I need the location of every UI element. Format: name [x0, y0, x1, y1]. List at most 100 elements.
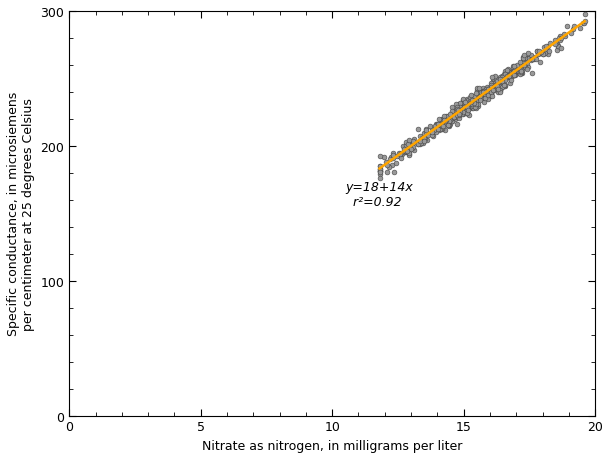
Point: [501, 75, 511, 83]
Point: [514, 65, 523, 73]
Point: [445, 112, 454, 119]
Point: [447, 118, 457, 125]
Point: [468, 102, 478, 109]
Point: [462, 110, 472, 117]
Point: [476, 91, 486, 98]
Point: [385, 157, 395, 164]
Point: [432, 126, 442, 133]
Point: [432, 121, 442, 128]
Point: [436, 126, 446, 133]
Point: [481, 87, 490, 95]
Point: [418, 140, 428, 147]
Point: [498, 75, 508, 82]
Point: [459, 104, 469, 112]
Point: [440, 118, 450, 125]
Point: [465, 94, 475, 101]
Point: [495, 78, 505, 85]
Point: [515, 71, 525, 78]
Point: [444, 121, 454, 129]
Point: [478, 85, 488, 93]
Point: [504, 73, 514, 80]
Point: [415, 141, 425, 149]
Point: [463, 106, 473, 113]
Point: [423, 132, 432, 139]
Point: [382, 169, 392, 176]
Point: [556, 37, 565, 45]
Point: [458, 100, 467, 107]
Point: [445, 121, 454, 129]
Point: [430, 123, 440, 130]
Point: [461, 101, 471, 108]
Point: [498, 77, 508, 84]
Point: [394, 153, 404, 160]
Point: [408, 140, 418, 148]
Point: [552, 47, 562, 54]
Point: [475, 93, 485, 101]
Point: [450, 116, 459, 123]
Point: [496, 77, 506, 84]
Point: [439, 118, 448, 125]
Point: [391, 160, 401, 168]
Point: [493, 89, 503, 96]
Point: [403, 141, 412, 149]
Point: [443, 117, 453, 124]
Point: [404, 137, 414, 145]
Point: [379, 154, 389, 162]
Point: [415, 134, 425, 141]
Point: [439, 122, 449, 129]
Point: [456, 106, 466, 113]
Point: [529, 56, 539, 63]
Point: [422, 138, 432, 145]
Point: [387, 162, 396, 169]
Point: [401, 142, 411, 149]
Point: [404, 149, 414, 156]
Point: [497, 73, 507, 80]
Point: [434, 125, 444, 133]
Point: [454, 112, 464, 120]
Point: [441, 117, 451, 124]
Point: [479, 88, 489, 95]
Point: [440, 118, 450, 126]
Point: [462, 101, 472, 109]
Point: [433, 124, 443, 131]
Point: [503, 71, 512, 78]
Point: [492, 78, 501, 86]
Point: [447, 105, 457, 112]
Point: [422, 129, 431, 136]
Point: [455, 110, 465, 118]
Point: [417, 140, 426, 147]
Point: [522, 61, 532, 68]
Point: [470, 105, 480, 112]
Point: [492, 86, 501, 94]
Point: [514, 64, 524, 72]
Point: [490, 78, 500, 85]
Point: [472, 85, 482, 93]
Point: [415, 138, 425, 145]
Point: [467, 97, 476, 105]
Point: [509, 72, 518, 79]
Point: [516, 70, 526, 77]
Point: [526, 52, 536, 60]
Point: [435, 121, 445, 129]
Point: [520, 63, 530, 70]
Point: [473, 95, 483, 102]
Point: [508, 63, 517, 71]
Point: [438, 123, 448, 130]
Point: [535, 60, 545, 67]
Point: [384, 163, 394, 171]
Point: [453, 111, 463, 118]
Point: [452, 106, 462, 113]
Point: [452, 115, 462, 122]
Point: [415, 139, 425, 146]
Point: [454, 115, 464, 123]
Point: [497, 78, 507, 86]
Point: [444, 123, 454, 130]
Y-axis label: Specific conductance, in microsiemens
per centimeter at 25 degrees Celsius: Specific conductance, in microsiemens pe…: [7, 92, 35, 336]
Point: [465, 103, 475, 111]
Point: [483, 86, 492, 94]
Point: [433, 122, 443, 129]
Point: [539, 45, 549, 52]
Point: [450, 110, 460, 117]
Point: [395, 151, 405, 158]
Point: [516, 69, 526, 76]
